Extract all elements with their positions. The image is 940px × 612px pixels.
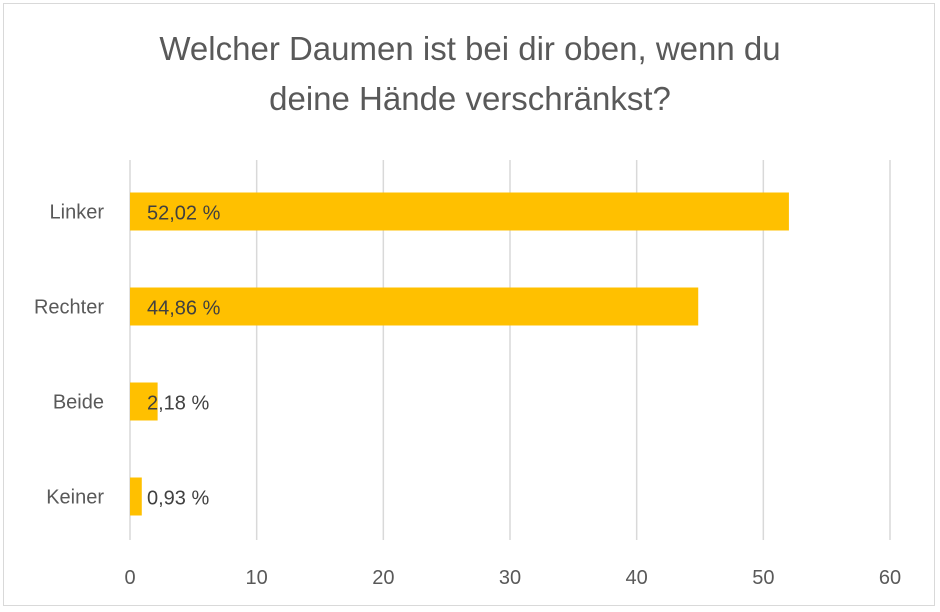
x-tick-label: 20 [372,567,394,589]
bar-keiner [130,477,142,516]
x-tick-label: 0 [124,567,135,589]
x-tick-label: 30 [499,567,521,589]
category-label: Keiner [46,487,104,509]
x-tick-label: 60 [879,567,901,589]
bar-rechter [130,287,699,326]
chart-frame [3,3,935,606]
category-label: Rechter [34,297,104,319]
x-tick-label: 40 [626,567,648,589]
data-label: 52,02 % [147,203,221,225]
bar-linker [130,192,789,231]
chart-title-line-1: Welcher Daumen ist bei dir oben, wenn du [159,30,781,67]
data-label: 44,86 % [147,298,221,320]
category-label: Beide [53,392,104,414]
x-tick-label: 10 [246,567,268,589]
data-label: 2,18 % [147,393,209,415]
chart-title: Welcher Daumen ist bei dir oben, wenn du… [0,24,940,124]
x-tick-label: 50 [752,567,774,589]
data-label: 0,93 % [147,488,209,510]
bar-beide [130,382,158,421]
category-label: Linker [50,202,105,224]
chart-title-line-2: deine Hände verschränkst? [269,80,671,117]
